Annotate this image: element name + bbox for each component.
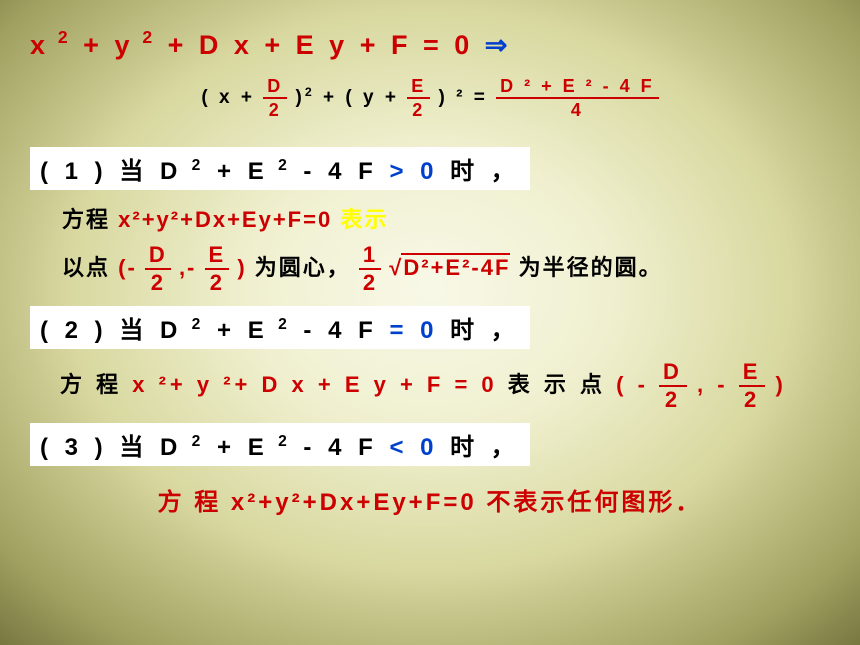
general-equation: x 2 + y 2 + D x + E y + F = 0 ⇒ — [30, 30, 830, 61]
case2-op: = 0 — [389, 317, 438, 344]
center-e2: E2 — [205, 244, 230, 294]
case-3: ( 3 ) 当 D 2 + E 2 - 4 F < 0 时 ， — [30, 423, 830, 466]
pt-e2: E2 — [739, 361, 766, 411]
std-close1: ) — [296, 87, 305, 108]
case1-body-a: 方程 x²+y²+Dx+Ey+F=0 表示 — [62, 202, 830, 234]
center-d2: D2 — [145, 244, 171, 294]
frac-e2: E2 — [407, 77, 430, 119]
std-plus: + ( y + — [323, 87, 399, 108]
eq-y: + y — [83, 30, 133, 60]
eq-x: x — [30, 30, 49, 60]
case1-eq: x²+y²+Dx+Ey+F=0 — [118, 207, 332, 232]
eq-rest: + D x + E y + F = 0 — [168, 30, 485, 60]
case1-body-b: 以点 (- D2 ,- E2 ) 为圆心， 12 √D²+E²-4F 为半径的圆… — [62, 244, 830, 294]
slide-content: x 2 + y 2 + D x + E y + F = 0 ⇒ ( x + D2… — [0, 0, 860, 549]
case3-op: < 0 — [389, 434, 438, 461]
frac-disc: D ² + E ² - 4 F4 — [496, 77, 659, 119]
pt-d2: D2 — [659, 361, 687, 411]
std-close2: ) ² = — [439, 87, 488, 108]
case1-txt: ( 1 ) 当 D — [40, 158, 182, 185]
case1-op: > 0 — [389, 158, 438, 185]
implies-arrow: ⇒ — [485, 30, 512, 60]
standard-form: ( x + D2 )2 + ( y + E2 ) ² = D ² + E ² -… — [30, 77, 830, 119]
case-2: ( 2 ) 当 D 2 + E 2 - 4 F = 0 时 ， — [30, 306, 830, 349]
sup: 2 — [133, 27, 156, 47]
sup: 2 — [49, 27, 72, 47]
case2-body: 方 程 x ²+ y ²+ D x + E y + F = 0 表 示 点 ( … — [60, 361, 830, 411]
std-open1: ( x + — [201, 87, 255, 108]
case-1: ( 1 ) 当 D 2 + E 2 - 4 F > 0 时 ， — [30, 147, 830, 190]
final-eq: x²+y²+Dx+Ey+F=0 — [231, 489, 477, 516]
case3-conclusion: 方 程 x²+y²+Dx+Ey+F=0 不表示任何图形． — [30, 482, 830, 517]
sqrt-radius: √D²+E²-4F — [389, 255, 510, 281]
case2-eq: x ²+ y ²+ D x + E y + F = 0 — [132, 372, 508, 397]
frac-d2: D2 — [263, 77, 287, 119]
half: 12 — [359, 244, 381, 294]
